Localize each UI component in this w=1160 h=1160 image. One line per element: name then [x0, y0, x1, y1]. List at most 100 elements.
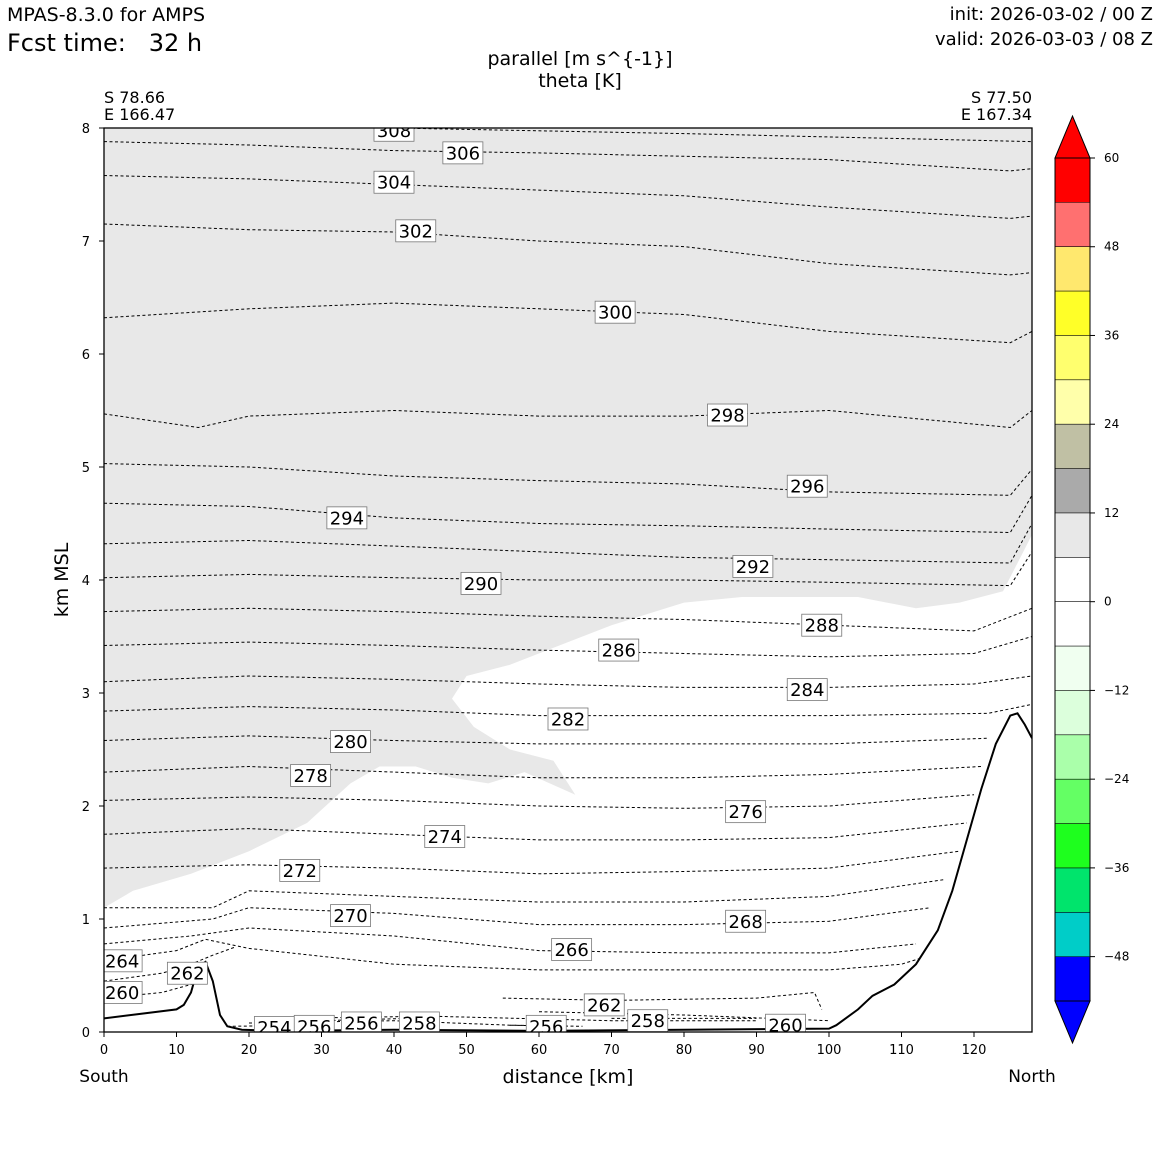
contour-label-text: 254	[257, 1018, 291, 1039]
contour-label-282: 282	[547, 707, 589, 730]
colorbar-frame	[1054, 157, 1091, 1002]
contour-label-298: 298	[707, 403, 748, 427]
colorbar-swatch	[1055, 601, 1090, 647]
theta-contour-266	[104, 927, 917, 954]
contour-label-286: 286	[598, 638, 640, 662]
contour-label-262: 262	[166, 961, 208, 985]
forecast-time-label: Fcst time:	[7, 29, 126, 57]
contour-label-258: 258	[398, 1011, 440, 1034]
colorbar-tick-label: 36	[1104, 328, 1119, 342]
theta-contour-262	[502, 991, 823, 1010]
theta-contour-260	[538, 1011, 830, 1022]
contour-label-text: 256	[344, 1013, 378, 1034]
theta-contour-288	[104, 607, 1032, 632]
theta-contour-270	[104, 879, 946, 909]
contour-label-text: 262	[587, 995, 621, 1016]
corner-right-lat: S 77.50	[970, 88, 1032, 107]
colorbar-swatch	[1055, 468, 1090, 514]
theta-contour-268	[104, 907, 931, 929]
colorbar-swatch	[1055, 646, 1090, 691]
x-axis-label: distance [km]	[503, 1066, 634, 1088]
x-tick-label: 80	[676, 1043, 693, 1058]
colorbar-tick-label: −36	[1104, 861, 1129, 875]
theta-contour-280	[104, 735, 989, 745]
contour-label-308: 308	[373, 128, 415, 142]
x-tick-label: 0	[100, 1043, 108, 1058]
contour-label-254: 254	[253, 1016, 295, 1039]
y-tick-label: 6	[82, 348, 90, 363]
colorbar-swatch	[1055, 202, 1090, 248]
contour-label-text: 294	[330, 508, 364, 529]
contour-label-text: 300	[598, 303, 632, 324]
y-axis-label: km MSL	[51, 542, 73, 617]
contour-label-260: 260	[104, 981, 143, 1004]
contour-label-256: 256	[293, 1014, 335, 1038]
contour-label-text: 306	[446, 143, 480, 164]
y-tick-label: 7	[82, 235, 90, 250]
theta-contour-274	[104, 822, 967, 841]
contour-label-268: 268	[725, 909, 767, 933]
contour-label-text: 304	[377, 173, 411, 194]
colorbar-swatch	[1055, 867, 1090, 913]
contour-label-264: 264	[104, 949, 143, 972]
chart-title-theta: theta [K]	[538, 70, 622, 92]
corner-right-coords: S 77.50 E 167.34	[961, 89, 1032, 123]
contour-label-300: 300	[594, 300, 636, 324]
colorbar-swatch	[1055, 246, 1090, 292]
x-tick-label: 20	[241, 1043, 258, 1058]
contour-label-256: 256	[525, 1014, 567, 1038]
contour-label-290: 290	[460, 571, 502, 595]
contour-label-text: 262	[170, 964, 204, 985]
theta-contour-284	[104, 675, 1032, 688]
forecast-time-value: 32 h	[148, 29, 203, 57]
theta-contour-292	[104, 523, 1032, 564]
chart-title-parallel: parallel [m s^{-1}]	[487, 48, 673, 70]
x-tick-label: 10	[168, 1043, 185, 1058]
contour-label-294: 294	[326, 506, 368, 529]
contour-label-text: 298	[710, 406, 744, 427]
contour-label-text: 284	[790, 680, 824, 701]
colorbar-swatch	[1055, 291, 1090, 336]
theta-contour-298	[104, 409, 1032, 429]
contour-label-text: 292	[736, 557, 770, 578]
x-tick-label: 50	[458, 1043, 475, 1058]
contour-label-text: 256	[297, 1017, 331, 1038]
contour-label-276: 276	[725, 800, 767, 823]
contour-label-text: 302	[399, 221, 433, 242]
colorbar-tick-label: −24	[1104, 772, 1129, 786]
x-tick-label: 90	[748, 1043, 765, 1058]
y-tick-label: 2	[82, 800, 90, 815]
contour-label-layer: 260 262 264 266 268 270 272 274 276 278 280 282 284 2…	[104, 128, 843, 1039]
colorbar-swatch	[1055, 690, 1090, 736]
y-tick-label: 3	[82, 687, 90, 702]
contour-label-284: 284	[786, 678, 828, 701]
y-tick-label: 8	[82, 122, 90, 137]
contour-label-text: 268	[728, 912, 762, 933]
x-tick-label: 100	[817, 1043, 842, 1058]
contour-label-274: 274	[424, 825, 466, 848]
colorbar: 60 48 36 24 12 0 −12 −24 −36 −48	[1054, 114, 1129, 1045]
contour-label-260: 260	[765, 1013, 806, 1032]
contour-label-text: 288	[805, 616, 839, 637]
contour-label-288: 288	[801, 613, 843, 637]
valid-time: valid: 2026-03-03 / 08 Z	[935, 29, 1153, 50]
contour-label-text: 256	[529, 1017, 563, 1038]
colorbar-under-arrow	[1054, 1000, 1091, 1045]
contour-label-text: 278	[293, 766, 327, 787]
corner-right-lon: E 167.34	[960, 105, 1032, 124]
colorbar-tick-label: 0	[1104, 595, 1112, 609]
contour-label-text: 258	[402, 1013, 436, 1034]
contour-label-306: 306	[442, 141, 484, 164]
corner-left-lon: E 166.47	[104, 105, 176, 124]
colorbar-swatch	[1055, 956, 1090, 1002]
theta-contour-302	[104, 223, 1032, 276]
x-tick-label: 40	[386, 1043, 403, 1058]
theta-contour-256	[321, 1017, 409, 1022]
theta-contour-304	[104, 175, 1032, 219]
contour-label-text: 266	[554, 940, 588, 961]
shaded-wind-region	[104, 128, 1032, 908]
contour-label-text: 270	[333, 906, 367, 927]
colorbar-swatch	[1055, 557, 1090, 602]
colorbar-swatch	[1055, 512, 1090, 558]
contour-label-258: 258	[627, 1009, 669, 1032]
